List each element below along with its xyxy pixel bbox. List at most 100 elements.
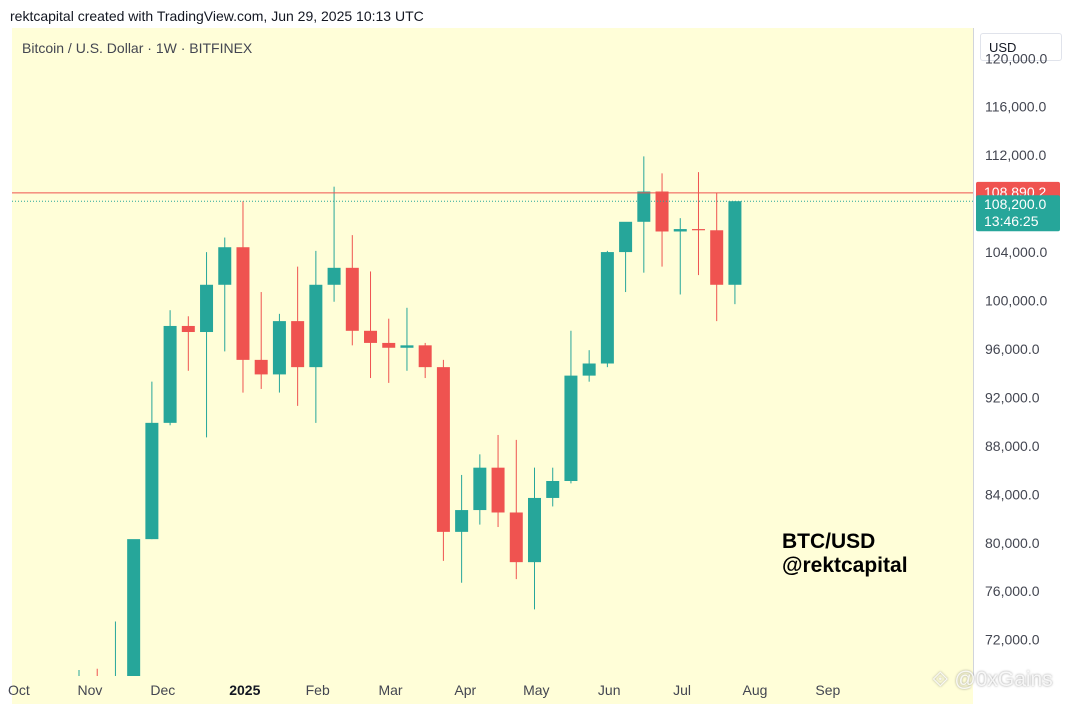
candle-body [291,321,305,368]
y-tick-label: 84,000.0 [985,486,1040,502]
currency-selector[interactable]: USD [980,33,1062,61]
candle-body [382,342,396,348]
x-tick-label: Feb [306,682,330,698]
x-axis-ticks: Oct Nov Dec 2025 Feb Mar Apr May Jun Jul Aug Sep [8,682,841,698]
candle-16 [345,235,359,346]
candle-10 [236,201,250,393]
x-tick-label: Aug [743,682,768,698]
candle-13 [291,266,305,406]
candle-body [710,230,724,285]
x-tick-label: Jul [673,682,691,698]
candle-body [528,497,541,563]
candle-body [509,512,523,563]
candle-31 [619,221,633,293]
candle-body [309,284,323,368]
watermark-line-1: BTC/USD [782,530,876,553]
candle-3 [109,621,122,685]
candle-body [436,367,450,532]
x-tick-label: Mar [378,682,402,698]
candle-15 [327,186,341,302]
y-tick-label: 120,000.0 [985,50,1047,66]
y-tick-label: 92,000.0 [985,389,1040,405]
y-tick-label: 96,000.0 [985,341,1040,357]
candle-14 [309,250,323,423]
candle-17 [364,271,378,379]
x-tick-label: Oct [8,682,30,698]
x-tick-label: Nov [77,682,102,698]
candle-body [254,359,268,375]
candle-11 [254,292,268,389]
candle-20 [418,342,432,379]
x-tick-label: Dec [150,682,175,698]
candle-body [181,325,195,333]
candle-26 [528,467,541,610]
candle-body [473,467,487,511]
candle-body [691,229,705,231]
candle-36 [710,192,724,322]
candle-9 [218,237,232,352]
candle-4 [127,539,141,676]
candle-29 [582,350,596,382]
candle-body [728,201,742,285]
candle-body [127,539,141,676]
bar-countdown: 13:46:25 [984,213,1039,229]
candle-body [200,284,214,333]
candle-2 [96,668,98,676]
chart-watermark: BTC/USD @rektcapital [782,530,908,578]
candle-25 [509,439,523,580]
y-tick-label: 112,000.0 [985,147,1046,163]
time-axis[interactable] [12,676,973,704]
brand-watermark: ⟐ @0xGains [932,668,1053,691]
candle-23 [473,454,487,525]
candle-body [236,247,250,360]
x-tick-label: Jun [598,682,621,698]
candle-body [619,221,633,253]
candle-body [272,321,286,375]
candle-28 [564,330,578,484]
candle-34 [673,218,687,295]
symbol-title[interactable]: Bitcoin / U.S. Dollar · 1W · BITFINEX [22,40,253,56]
candle-18 [382,318,396,383]
x-tick-label: Apr [454,682,476,698]
candle-body [637,191,651,222]
candle-body [327,267,341,285]
candle-body [673,229,687,232]
candle-35 [691,172,705,276]
x-tick-label: 2025 [229,682,260,698]
candle-24 [491,434,505,528]
watermark-line-2: @rektcapital [782,554,908,577]
candle-5 [145,381,159,540]
candle-7 [181,316,195,371]
candle-body [163,325,177,423]
y-tick-label: 76,000.0 [985,583,1040,599]
candle-19 [400,307,414,371]
candle-body [582,363,596,376]
y-tick-label: 104,000.0 [985,244,1047,260]
y-tick-label: 100,000.0 [985,293,1047,309]
svg-text:108,200.0: 108,200.0 [984,196,1046,212]
price-lines-layer [12,192,973,202]
candle-body [655,191,669,232]
x-tick-label: Sep [815,682,840,698]
candle-30 [600,250,614,368]
candle-22 [455,474,469,583]
candle-8 [200,252,214,438]
candle-1 [78,669,80,676]
y-tick-label: 80,000.0 [985,535,1040,551]
candle-body [218,247,232,285]
last-price-tag: 108,200.013:46:25 [976,195,1060,232]
chart-credit-header: rektcapital created with TradingView.com… [10,8,424,24]
candle-6 [163,310,177,426]
candle-body [145,422,159,540]
candle-body [418,345,432,368]
candle-32 [637,156,651,273]
candle-body [546,480,560,498]
y-tick-label: 88,000.0 [985,438,1040,454]
candle-body [109,681,122,685]
candle-body [564,375,578,481]
candle-body [345,267,359,331]
y-tick-label: 116,000.0 [985,99,1046,115]
candle-body [400,345,414,348]
price-axis[interactable] [973,28,1080,676]
